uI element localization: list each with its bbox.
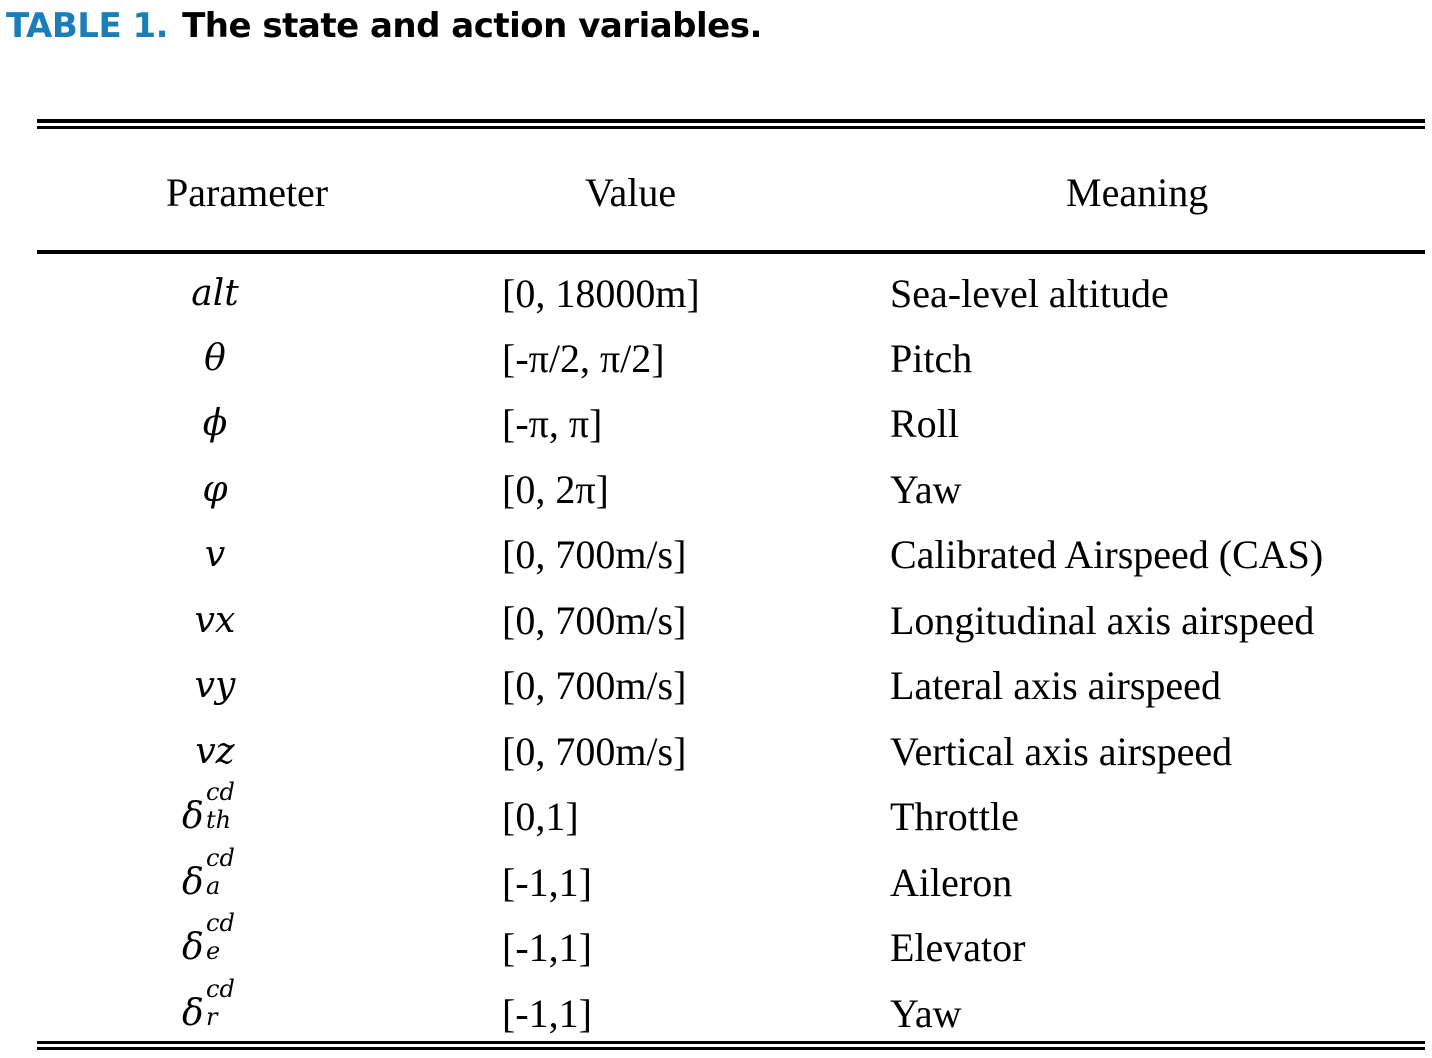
meaning-cell: Longitudinal axis airspeed: [890, 598, 1315, 643]
param-cell: δ cd a: [130, 844, 300, 915]
meaning-cell: Pitch: [890, 336, 973, 381]
value-cell: [0, 700m/s]: [502, 729, 687, 774]
param-cell: ϕ: [202, 403, 228, 444]
meaning-cell: Aileron: [890, 860, 1013, 905]
param-cell: alt: [191, 273, 239, 314]
param-cell: vy: [194, 665, 236, 706]
table-row: v [0, 700m/s] Calibrated Airspeed (CAS): [0, 522, 1432, 587]
table-number: TABLE 1.: [6, 6, 169, 46]
top-rule: [37, 119, 1425, 123]
meaning-cell: Yaw: [890, 991, 962, 1036]
value-cell: [0, 700m/s]: [502, 663, 687, 708]
meaning-cell: Vertical axis airspeed: [890, 729, 1233, 774]
table-row: θ [-π/2, π/2] Pitch: [0, 326, 1432, 391]
param-cell: vx: [194, 600, 236, 641]
table-row: vz [0, 700m/s] Vertical axis airspeed: [0, 719, 1432, 784]
param-cell: δ cd th: [130, 778, 300, 849]
value-cell: [-π/2, π/2]: [502, 336, 665, 381]
delta-symbol: δ cd r: [182, 975, 235, 1034]
header-value: Value: [585, 170, 677, 215]
value-cell: [0, 18000m]: [502, 271, 700, 316]
table-row: vy [0, 700m/s] Lateral axis airspeed: [0, 653, 1432, 718]
meaning-cell: Roll: [890, 401, 959, 446]
table-row: ϕ [-π, π] Roll: [0, 391, 1432, 456]
header-parameter: Parameter: [166, 170, 329, 215]
meaning-cell: Calibrated Airspeed (CAS): [890, 532, 1324, 577]
table-title: The state and action variables.: [182, 6, 762, 46]
value-cell: [0, 700m/s]: [502, 598, 687, 643]
table-row: φ [0, 2π] Yaw: [0, 457, 1432, 522]
meaning-cell: Elevator: [890, 925, 1026, 970]
meaning-cell: Yaw: [890, 467, 962, 512]
value-cell: [0, 700m/s]: [502, 532, 687, 577]
param-cell: v: [204, 534, 226, 575]
header-meaning: Meaning: [1066, 170, 1209, 215]
meaning-cell: Throttle: [890, 794, 1019, 839]
header-rule: [37, 250, 1425, 254]
table-row: δ cd th [0,1] Throttle: [0, 778, 1432, 849]
param-cell: δ cd r: [130, 975, 300, 1046]
bottom-rule: [37, 1041, 1425, 1044]
param-cell: θ: [204, 338, 226, 379]
value-cell: [-1,1]: [502, 860, 592, 905]
table-row: alt [0, 18000m] Sea-level altitude: [0, 261, 1432, 326]
top-rule-inner: [37, 126, 1425, 129]
meaning-cell: Sea-level altitude: [890, 271, 1169, 316]
table-row: δ cd a [-1,1] Aileron: [0, 844, 1432, 915]
param-cell: δ cd e: [130, 909, 300, 980]
table-caption: TABLE 1. The state and action variables.: [6, 2, 762, 50]
param-cell: vz: [195, 731, 235, 772]
table-row: δ cd r [-1,1] Yaw: [0, 975, 1432, 1046]
value-cell: [0,1]: [502, 794, 579, 839]
meaning-cell: Lateral axis airspeed: [890, 663, 1221, 708]
value-cell: [-π, π]: [502, 401, 603, 446]
value-cell: [0, 2π]: [502, 467, 609, 512]
value-cell: [-1,1]: [502, 991, 592, 1036]
param-cell: φ: [202, 469, 228, 510]
table-row: δ cd e [-1,1] Elevator: [0, 909, 1432, 980]
table-row: vx [0, 700m/s] Longitudinal axis airspee…: [0, 588, 1432, 653]
value-cell: [-1,1]: [502, 925, 592, 970]
bottom-rule-outer: [37, 1047, 1425, 1050]
delta-symbol: δ cd a: [182, 844, 235, 903]
delta-symbol: δ cd th: [182, 778, 235, 837]
delta-symbol: δ cd e: [182, 909, 235, 968]
